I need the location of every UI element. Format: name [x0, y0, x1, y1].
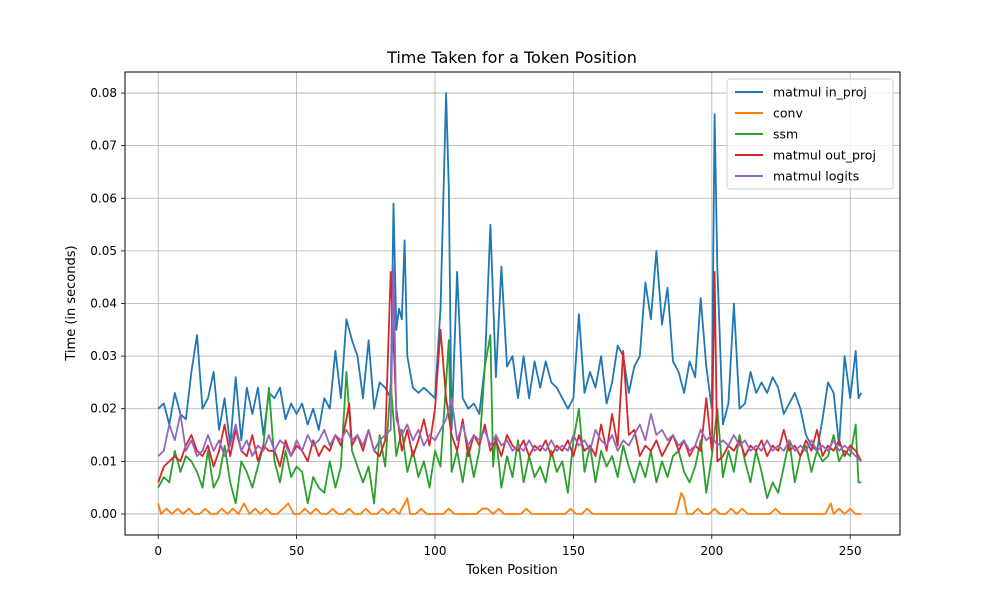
y-tick-label: 0.02 [90, 402, 117, 416]
legend-label-ssm: ssm [773, 127, 798, 142]
y-tick-label: 0.08 [90, 86, 117, 100]
legend-label-matmul-out-proj: matmul out_proj [773, 148, 876, 163]
series-line-matmul-logits [157, 265, 862, 462]
x-axis-ticks: 0 50 100 150 200 250 [154, 535, 862, 558]
y-axis-ticks: 0.00 0.01 0.02 0.03 0.04 0.05 0.06 0.07 0.08 [90, 86, 125, 521]
series-line-matmul-in-proj [157, 92, 863, 452]
y-tick-label: 0.01 [90, 454, 117, 468]
x-tick-label: 200 [700, 544, 723, 558]
x-tick-label: 100 [424, 544, 447, 558]
y-tick-label: 0.00 [90, 507, 117, 521]
y-tick-label: 0.07 [90, 139, 117, 153]
series-line-conv [157, 491, 862, 515]
x-axis-label: Token Position [465, 563, 558, 578]
y-axis-label: Time (in seconds) [64, 245, 79, 361]
x-tick-label: 250 [839, 544, 862, 558]
x-tick-label: 0 [154, 544, 162, 558]
x-tick-label: 50 [289, 544, 304, 558]
y-tick-label: 0.03 [90, 349, 117, 363]
legend-label-conv: conv [773, 106, 803, 121]
legend-box [726, 78, 894, 190]
series-lines [157, 92, 863, 515]
legend-label-matmul-logits: matmul logits [773, 169, 859, 184]
y-tick-label: 0.06 [90, 191, 117, 205]
chart-title: Time Taken for a Token Position [386, 48, 637, 67]
y-tick-label: 0.05 [90, 244, 117, 258]
y-tick-label: 0.04 [90, 297, 117, 311]
series-line-matmul-out-proj [157, 270, 863, 483]
x-tick-label: 150 [562, 544, 585, 558]
series-line-ssm [157, 334, 862, 505]
legend-label-matmul-in-proj: matmul in_proj [773, 85, 867, 100]
